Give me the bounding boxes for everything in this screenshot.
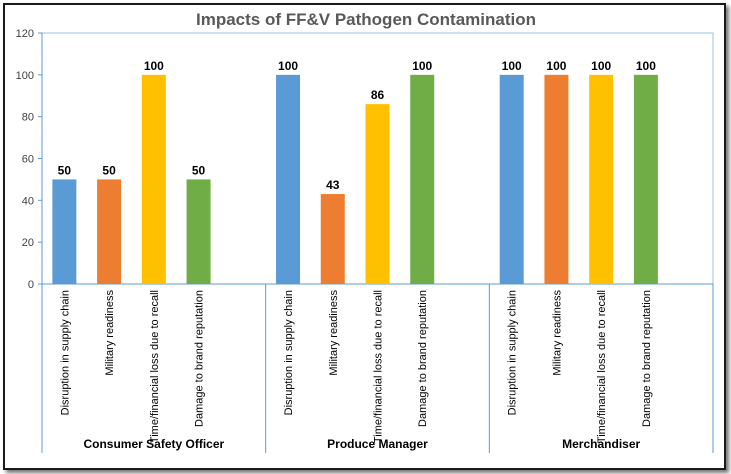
category-label: Military readiness [551, 290, 563, 376]
bar [320, 194, 345, 284]
bar [276, 74, 301, 284]
category-label: Military readiness [104, 290, 116, 376]
category-label: Disruption in supply chain [283, 290, 295, 415]
bar [365, 104, 390, 284]
bar [52, 179, 77, 284]
y-tick-label: 20 [22, 237, 34, 249]
bar [589, 74, 614, 284]
data-label: 100 [546, 59, 566, 73]
data-label: 100 [502, 59, 522, 73]
category-label: Time/financial loss due to recall [373, 290, 385, 443]
y-tick-label: 0 [28, 279, 34, 291]
group-label: Merchandiser [562, 437, 640, 451]
y-tick-label: 80 [22, 112, 34, 124]
category-label: Disruption in supply chain [507, 290, 519, 415]
bar [499, 74, 524, 284]
bar [186, 179, 211, 284]
bar [544, 74, 569, 284]
data-label: 50 [102, 163, 116, 177]
y-tick-label: 60 [22, 154, 34, 166]
data-label: 100 [278, 59, 298, 73]
bar [633, 74, 658, 284]
category-label: Damage to brand reputation [417, 290, 429, 427]
bar [97, 179, 122, 284]
chart-title: Impacts of FF&V Pathogen Contamination [196, 10, 536, 29]
category-label: Damage to brand reputation [194, 290, 206, 427]
data-label: 50 [58, 163, 72, 177]
data-label: 100 [591, 59, 611, 73]
y-tick-label: 100 [16, 70, 34, 82]
bar [410, 74, 435, 284]
data-label: 86 [371, 88, 385, 102]
data-label: 50 [192, 163, 206, 177]
data-label: 43 [326, 178, 340, 192]
group-label: Produce Manager [327, 437, 428, 451]
data-label: 100 [412, 59, 432, 73]
chart-labels: 0 20 40 60 80 100 120 50 Disruption in supply ch… [16, 28, 657, 451]
data-label: 100 [636, 59, 656, 73]
chart-bars [52, 74, 658, 284]
category-label: Time/financial loss due to recall [149, 290, 161, 443]
y-tick-label: 120 [16, 28, 34, 40]
category-label: Damage to brand reputation [641, 290, 653, 427]
category-label: Disruption in supply chain [59, 290, 71, 415]
group-label: Consumer Safety Officer [83, 437, 224, 451]
y-tick-label: 40 [22, 195, 34, 207]
category-label: Time/financial loss due to recall [596, 290, 608, 443]
category-label: Military readiness [328, 290, 340, 376]
bar [141, 74, 166, 284]
data-label: 100 [144, 59, 164, 73]
